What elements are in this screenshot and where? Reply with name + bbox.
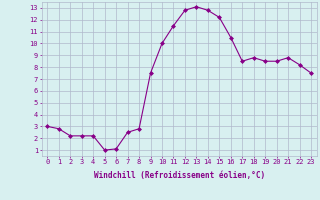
X-axis label: Windchill (Refroidissement éolien,°C): Windchill (Refroidissement éolien,°C) bbox=[94, 171, 265, 180]
